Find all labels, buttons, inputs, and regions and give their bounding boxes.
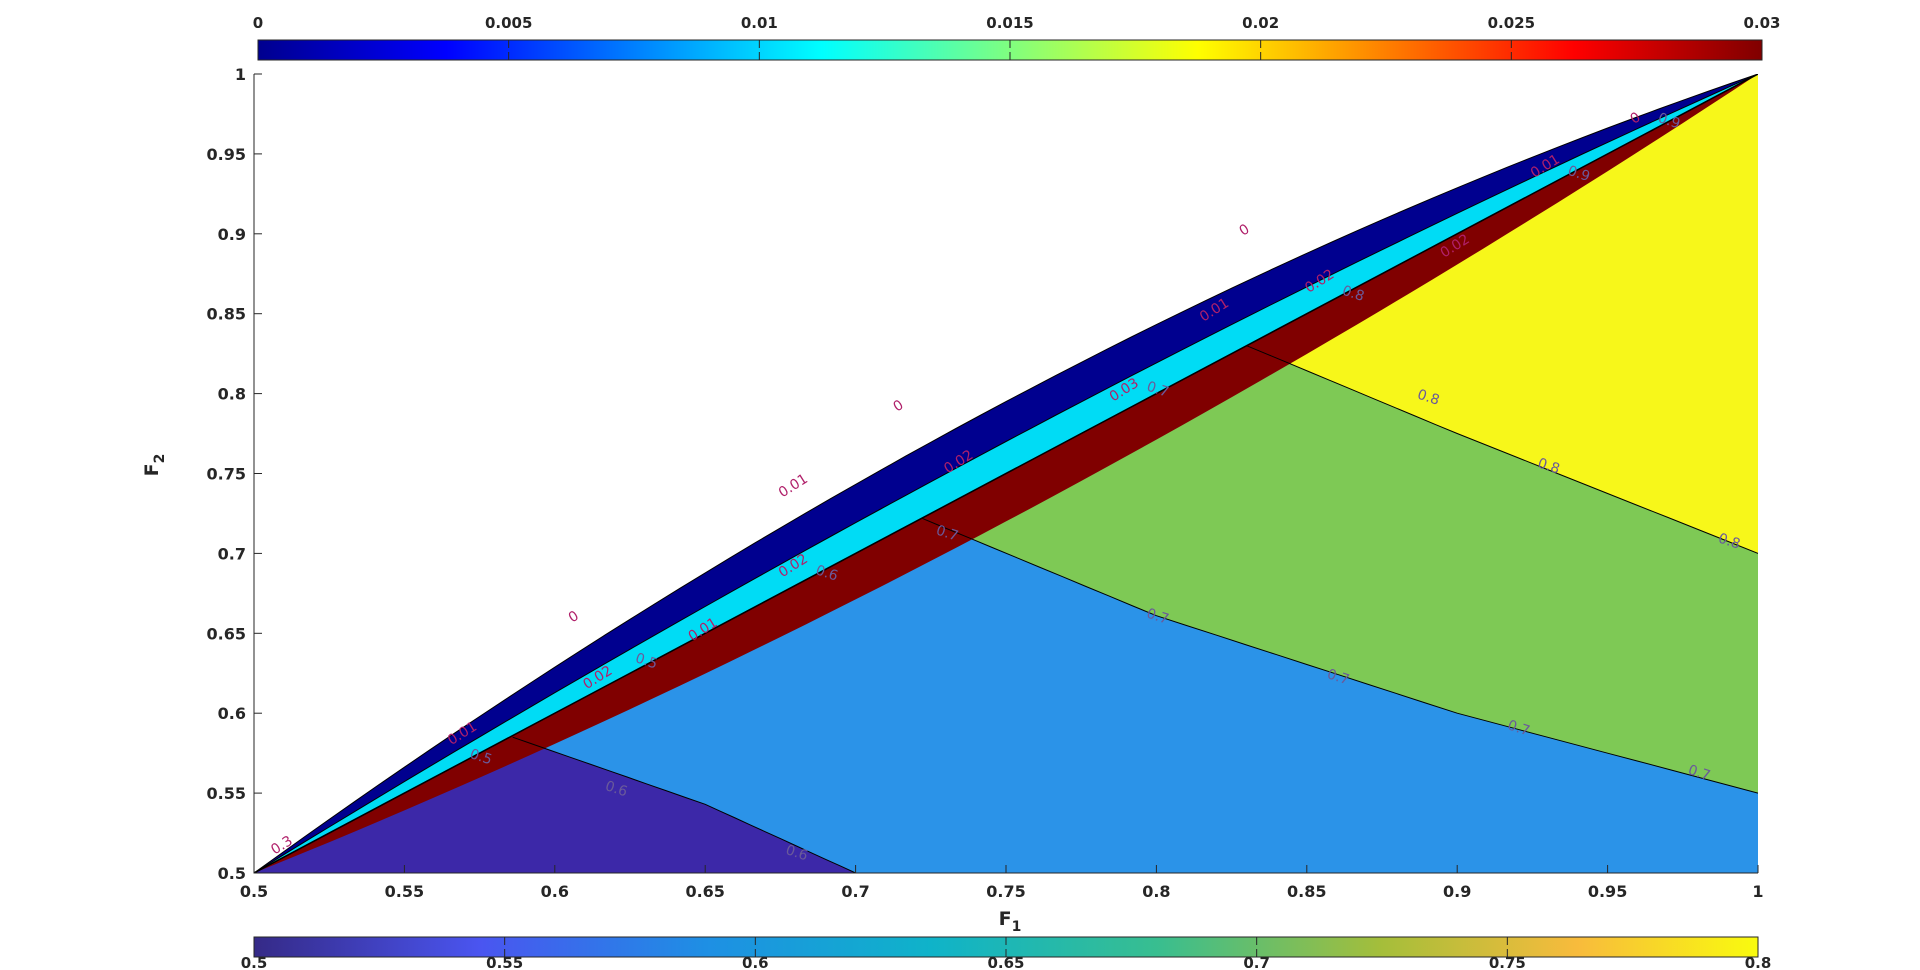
y-tick-label: 0.65 <box>207 624 246 643</box>
contour-label: 0.7 <box>1686 762 1712 784</box>
contour-label: 0.01 <box>776 471 811 501</box>
contour-label: 0 <box>1236 221 1252 239</box>
iso-line-0.8 <box>1246 345 1758 554</box>
colorbar-tick-label: 0.005 <box>485 14 532 32</box>
colorbar-tick-label: 0.7 <box>1243 954 1270 970</box>
colorbar-bottom-ticks: 0.5 0.55 0.6 0.65 0.7 0.75 0.8 <box>241 937 1772 970</box>
colorbar-tick-label: 0.025 <box>1488 14 1535 32</box>
x-axis-label: F1 <box>999 908 1022 935</box>
contour-label: 0.5 <box>633 650 659 672</box>
x-tick-label: 0.55 <box>385 882 424 901</box>
colorbar-tick-label: 0.5 <box>241 954 268 970</box>
x-tick-label: 0.5 <box>240 882 268 901</box>
y-tick-label: 0.5 <box>218 864 246 883</box>
y-tick-label: 1 <box>235 65 246 84</box>
contour-label: 0.7 <box>1145 606 1171 628</box>
colorbar-tick-label: 0.55 <box>486 954 523 970</box>
contour-label: 0.6 <box>814 563 840 585</box>
colorbar-tick-label: 0.03 <box>1743 14 1780 32</box>
iso-line-0.7 <box>921 517 1758 794</box>
contour-label: 0 <box>891 397 907 415</box>
iso-line-0.6 <box>512 736 856 873</box>
contour-label: 0.7 <box>1145 379 1171 401</box>
x-tick-label: 0.75 <box>986 882 1025 901</box>
contour-label: 0.5 <box>468 746 494 768</box>
colorbar-tick-label: 0.65 <box>987 954 1024 970</box>
band-contour-line <box>254 74 1758 873</box>
colorbar-bottom: 0.5 0.55 0.6 0.65 0.7 0.75 0.8 <box>241 936 1772 970</box>
x-tick-label: 0.9 <box>1443 882 1471 901</box>
colorbar-tick-label: 0.02 <box>1242 14 1279 32</box>
contour-label: 0.9 <box>1566 163 1592 185</box>
colorbar-tick-label: 0.8 <box>1745 954 1772 970</box>
contour-label: 0.7 <box>934 523 960 545</box>
y-tick-label: 0.6 <box>218 704 246 723</box>
y-axis-label: F2 <box>141 454 168 477</box>
x-tick-label: 0.65 <box>685 882 724 901</box>
contour-label: 0.8 <box>1716 531 1742 553</box>
contour-label: 0 <box>566 608 582 626</box>
x-tick-label: 0.95 <box>1588 882 1627 901</box>
contour-label: 0.9 <box>1656 110 1682 132</box>
contour-label: 0.8 <box>1415 387 1441 409</box>
contour-label: 0.7 <box>1506 718 1532 740</box>
contour-label: 0.8 <box>1536 455 1562 477</box>
colorbar-top-ticks: 0 0.005 0.01 0.015 0.02 0.025 0.03 <box>253 14 1781 60</box>
colorbar-tick-label: 0 <box>253 14 263 32</box>
y-tick-label: 0.8 <box>218 385 246 404</box>
colorbar-tick-label: 0.6 <box>742 954 769 970</box>
axes: 0.5 0.55 0.6 0.65 0.7 0.75 0.8 0.85 0.9 0.95 10.50… <box>207 65 1764 901</box>
x-tick-label: 0.8 <box>1142 882 1170 901</box>
colorbar-tick-label: 0.01 <box>741 14 778 32</box>
contour-label: 0.6 <box>784 842 810 864</box>
region-fill-0.8 <box>1246 74 1758 554</box>
contour-label: 0.8 <box>1340 283 1366 305</box>
x-tick-label: 0.85 <box>1287 882 1326 901</box>
frontier-line <box>254 74 1758 873</box>
y-tick-label: 0.7 <box>218 544 246 563</box>
x-tick-label: 1 <box>1752 882 1763 901</box>
y-tick-label: 0.85 <box>207 305 246 324</box>
diagonal-line <box>254 74 1758 873</box>
y-tick-label: 0.75 <box>207 465 246 484</box>
y-tick-label: 0.9 <box>218 225 246 244</box>
contour-lines <box>254 74 1758 873</box>
y-tick-label: 0.95 <box>207 145 246 164</box>
colorbar-tick-label: 0.015 <box>986 14 1033 32</box>
colorbar-tick-label: 0.75 <box>1489 954 1526 970</box>
contour-label: 0.7 <box>1325 666 1351 688</box>
region-fill-0.5 <box>254 737 856 873</box>
y-tick-label: 0.55 <box>207 784 246 803</box>
plot-area: 00000.010.010.010.010.020.020.020.030.02… <box>207 65 1764 901</box>
colorbar-top: 0 0.005 0.01 0.015 0.02 0.025 0.03 <box>253 14 1781 61</box>
x-tick-label: 0.6 <box>541 882 569 901</box>
x-tick-label: 0.7 <box>841 882 869 901</box>
contour-label: 0.6 <box>603 778 629 800</box>
